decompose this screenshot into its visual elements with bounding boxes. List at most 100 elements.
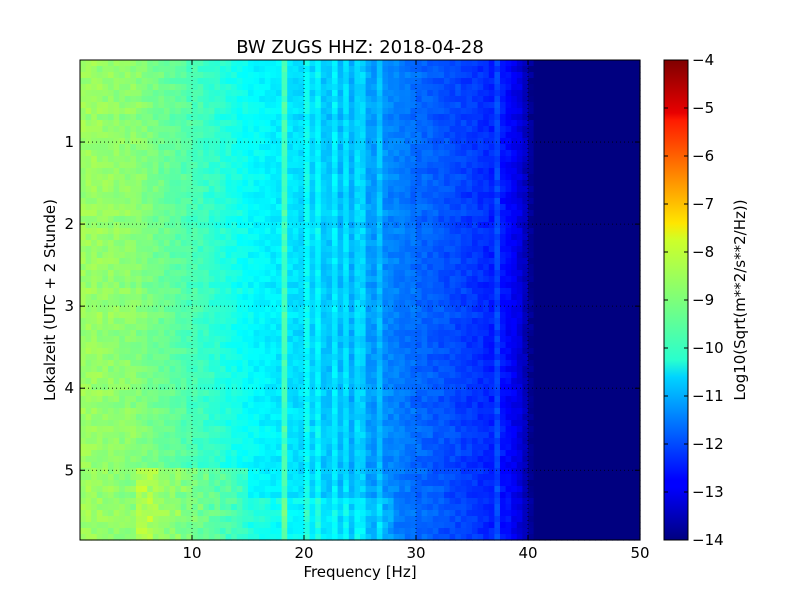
heatmap-cell (388, 72, 395, 79)
heatmap-cell (584, 342, 591, 349)
heatmap-cell (528, 312, 535, 319)
heatmap-cell (522, 168, 529, 175)
heatmap-cell (164, 336, 171, 343)
heatmap-cell (404, 246, 411, 253)
heatmap-cell (567, 126, 574, 133)
heatmap-cell (466, 294, 473, 301)
heatmap-cell (528, 114, 535, 121)
heatmap-cell (320, 318, 327, 325)
heatmap-cell (572, 84, 579, 91)
heatmap-cell (410, 276, 417, 283)
heatmap-cell (511, 324, 518, 331)
heatmap-cell (197, 150, 204, 157)
heatmap-cell (343, 252, 350, 259)
heatmap-cell (287, 240, 294, 247)
heatmap-cell (539, 330, 546, 337)
heatmap-cell (376, 78, 383, 85)
heatmap-cell (91, 180, 98, 187)
heatmap-cell (113, 114, 120, 121)
heatmap-cell (561, 342, 568, 349)
heatmap-cell (147, 186, 154, 193)
heatmap-cell (393, 168, 400, 175)
heatmap-cell (102, 336, 109, 343)
heatmap-cell (438, 240, 445, 247)
heatmap-cell (505, 348, 512, 355)
heatmap-cell (186, 78, 193, 85)
heatmap-cell (287, 156, 294, 163)
heatmap-cell (472, 324, 479, 331)
heatmap-cell (455, 198, 462, 205)
heatmap-cell (404, 144, 411, 151)
heatmap-cell (264, 282, 271, 289)
heatmap-cell (528, 72, 535, 79)
heatmap-cell (376, 132, 383, 139)
heatmap-cell (376, 270, 383, 277)
heatmap-cell (264, 228, 271, 235)
heatmap-cell (628, 264, 635, 271)
heatmap-cell (488, 192, 495, 199)
heatmap-cell (416, 312, 423, 319)
heatmap-cell (203, 162, 210, 169)
heatmap-cell (404, 150, 411, 157)
heatmap-cell (197, 132, 204, 139)
heatmap-cell (225, 276, 232, 283)
heatmap-cell (393, 60, 400, 67)
heatmap-cell (595, 354, 602, 361)
heatmap-cell (315, 120, 322, 127)
heatmap-cell (287, 180, 294, 187)
heatmap-cell (332, 60, 339, 67)
heatmap-cell (606, 336, 613, 343)
heatmap-cell (623, 192, 630, 199)
heatmap-cell (382, 222, 389, 229)
heatmap-cell (298, 324, 305, 331)
heatmap-cell (175, 336, 182, 343)
heatmap-cell (309, 60, 316, 67)
heatmap-cell (186, 288, 193, 295)
heatmap-cell (96, 258, 103, 265)
heatmap-cell (220, 78, 227, 85)
heatmap-cell (572, 102, 579, 109)
heatmap-cell (539, 186, 546, 193)
heatmap-cell (130, 60, 137, 67)
heatmap-cell (119, 258, 126, 265)
heatmap-cell (203, 120, 210, 127)
heatmap-cell (264, 318, 271, 325)
heatmap-cell (376, 300, 383, 307)
heatmap-cell (80, 234, 87, 241)
heatmap-cell (455, 126, 462, 133)
heatmap-cell (332, 240, 339, 247)
heatmap-cell (617, 318, 624, 325)
heatmap-cell (427, 180, 434, 187)
heatmap-cell (281, 210, 288, 217)
heatmap-cell (404, 72, 411, 79)
heatmap-cell (208, 282, 215, 289)
heatmap-cell (203, 102, 210, 109)
heatmap-cell (589, 174, 596, 181)
heatmap-cell (449, 294, 456, 301)
heatmap-cell (522, 318, 529, 325)
heatmap-cell (91, 90, 98, 97)
heatmap-cell (180, 102, 187, 109)
heatmap-cell (102, 264, 109, 271)
heatmap-cell (388, 288, 395, 295)
heatmap-cell (399, 216, 406, 223)
heatmap-cell (309, 108, 316, 115)
heatmap-cell (91, 324, 98, 331)
heatmap-cell (371, 216, 378, 223)
heatmap-cell (304, 294, 311, 301)
heatmap-cell (500, 180, 507, 187)
heatmap-cell (371, 144, 378, 151)
heatmap-cell (96, 204, 103, 211)
heatmap-cell (584, 78, 591, 85)
heatmap-cell (533, 138, 540, 145)
heatmap-cell (399, 102, 406, 109)
heatmap-cell (416, 324, 423, 331)
heatmap-cell (511, 120, 518, 127)
heatmap-cell (595, 234, 602, 241)
heatmap-cell (220, 276, 227, 283)
heatmap-cell (606, 96, 613, 103)
heatmap-cell (192, 264, 199, 271)
heatmap-cell (488, 210, 495, 217)
heatmap-cell (304, 174, 311, 181)
heatmap-cell (292, 300, 299, 307)
